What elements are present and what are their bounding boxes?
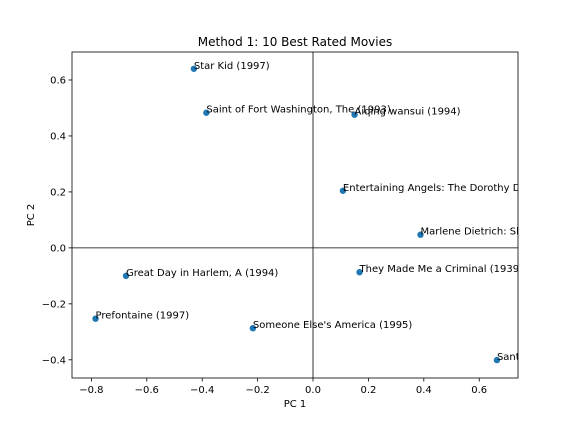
y-tick-label: 0.2 bbox=[50, 187, 66, 198]
data-point bbox=[417, 231, 424, 238]
point-label: Star Kid (1997) bbox=[194, 61, 270, 72]
x-tick-label: 0.4 bbox=[416, 385, 432, 396]
point-label: Marlene Dietrich: Shadow and Light (1996… bbox=[420, 227, 576, 238]
data-point bbox=[493, 356, 501, 364]
x-tick-label: −0.2 bbox=[245, 385, 269, 396]
x-tick-label: 0.2 bbox=[360, 385, 376, 396]
y-tick-label: 0.0 bbox=[50, 243, 66, 254]
y-tick-label: −0.2 bbox=[42, 299, 66, 310]
chart-title: Method 1: 10 Best Rated Movies bbox=[198, 35, 393, 49]
point-label: They Made Me a Criminal (1939) bbox=[359, 264, 524, 275]
reference-lines bbox=[72, 52, 518, 378]
x-axis-label: PC 1 bbox=[284, 399, 307, 410]
point-labels: Star Kid (1997) Saint of Fort Washington,… bbox=[96, 61, 576, 363]
x-tick-label: 0.6 bbox=[471, 385, 487, 396]
data-points bbox=[92, 65, 501, 364]
data-point bbox=[351, 111, 358, 118]
point-label: Saint of Fort Washington, The (1993) bbox=[206, 105, 390, 116]
data-point bbox=[122, 272, 130, 280]
y-tick-label: −0.4 bbox=[42, 355, 66, 366]
y-tick-label: 0.6 bbox=[50, 75, 66, 86]
point-label: Great Day in Harlem, A (1994) bbox=[126, 268, 278, 279]
y-axis-label: PC 2 bbox=[26, 204, 37, 227]
y-tick-label: 0.4 bbox=[50, 131, 66, 142]
data-point bbox=[190, 65, 198, 72]
point-label: Aiqing wansui (1994) bbox=[355, 107, 461, 118]
x-tick-label: −0.6 bbox=[135, 385, 159, 396]
data-point bbox=[356, 269, 363, 276]
point-label: Prefontaine (1997) bbox=[96, 311, 190, 322]
y-axis: −0.4 −0.2 0.0 0.2 0.4 0.6 bbox=[42, 75, 72, 366]
x-tick-label: 0.0 bbox=[305, 385, 321, 396]
x-tick-label: −0.4 bbox=[190, 385, 214, 396]
data-point bbox=[92, 315, 99, 322]
point-label: Someone Else's America (1995) bbox=[253, 320, 413, 331]
plot-area: Star Kid (1997) Saint of Fort Washington,… bbox=[71, 51, 576, 379]
x-axis: −0.8 −0.6 −0.4 −0.2 0.0 0.2 0.4 0.6 bbox=[79, 378, 487, 396]
point-label: Entertaining Angels: The Dorothy Day Sto… bbox=[343, 183, 576, 194]
data-point bbox=[249, 324, 257, 332]
x-tick-label: −0.8 bbox=[79, 385, 103, 396]
point-label: Santa with Muscles (1996) bbox=[497, 352, 576, 363]
data-point bbox=[203, 109, 210, 116]
plot-frame bbox=[71, 51, 519, 379]
data-point bbox=[339, 187, 347, 194]
